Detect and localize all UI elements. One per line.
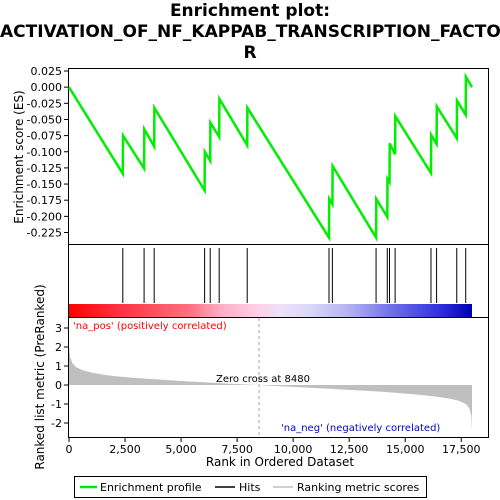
hits-group: [122, 248, 467, 303]
es-y-tick-label: -0.025: [27, 97, 62, 110]
es-y-tick-label: 0.000: [31, 81, 63, 94]
x-tick-label: 12,500: [330, 443, 369, 456]
x-tick-label: 2,500: [109, 443, 141, 456]
legend-label-hits: Hits: [239, 481, 261, 494]
x-tick-label: 7,500: [221, 443, 253, 456]
metric-panel: [68, 317, 489, 438]
es-axis-group: 0.025 0.000 -0.025 -0.050 -0.075 -0.100 -0.125…: [27, 65, 69, 240]
metric-y-tick-label: -1: [51, 398, 62, 411]
legend-label-ranking-metric: Ranking metric scores: [297, 481, 419, 494]
x-tick-label: 5,000: [165, 443, 197, 456]
metric-y-axis-title: Ranked list metric (PreRanked): [33, 284, 47, 469]
es-y-tick-label: -0.050: [27, 113, 62, 126]
es-y-tick-label: -0.150: [27, 178, 62, 191]
chart-title: Enrichment plot: ACTIVATION_OF_NF_KAPPAB…: [0, 1, 500, 64]
es-y-tick-label: -0.075: [27, 130, 62, 143]
x-tick-label: 15,000: [386, 443, 425, 456]
metric-axis-group: 3 2 1 0 -1 -2: [51, 318, 472, 437]
es-y-tick-label: -0.100: [27, 146, 62, 159]
ranking-metric-area: [69, 345, 472, 431]
chart-title-line-2: ACTIVATION_OF_NF_KAPPAB_TRANSCRIPTION_FA…: [0, 22, 500, 42]
chart-title-line-3: R: [243, 43, 257, 63]
es-y-tick-label: -0.125: [27, 162, 62, 175]
chart-title-line-1: Enrichment plot:: [169, 1, 331, 21]
es-y-tick-label: -0.225: [27, 227, 62, 240]
es-y-tick-label: -0.175: [27, 194, 62, 207]
metric-y-tick-label: 0: [55, 379, 62, 392]
legend-box: [74, 476, 427, 498]
metric-y-tick-label: 3: [55, 322, 62, 335]
x-tick-label: 10,000: [274, 443, 313, 456]
x-axis-title: Rank in Ordered Dataset: [206, 455, 354, 469]
x-axis-group: 0 2,500 5,000 7,500 10,000 12,500 15,000 17,500: [66, 437, 481, 456]
metric-y-tick-label: 2: [55, 341, 62, 354]
metric-y-tick-label: 1: [55, 360, 62, 373]
neg-correlated-label: 'na_neg' (negatively correlated): [281, 423, 440, 434]
pos-correlated-label: 'na_pos' (positively correlated): [73, 321, 227, 332]
es-y-axis-title: Enrichment score (ES): [12, 90, 26, 223]
es-y-tick-label: 0.025: [31, 65, 63, 78]
rank-color-bar: [69, 304, 472, 317]
x-tick-label: 17,500: [442, 443, 481, 456]
zero-cross-label: Zero cross at 8480: [216, 374, 310, 385]
enrichment-profile-line: [67, 72, 474, 243]
legend-label-enrichment-profile: Enrichment profile: [100, 481, 202, 494]
x-tick-label: 0: [66, 443, 73, 456]
es-y-tick-label: -0.200: [27, 210, 62, 223]
metric-y-tick-label: -2: [51, 417, 62, 430]
